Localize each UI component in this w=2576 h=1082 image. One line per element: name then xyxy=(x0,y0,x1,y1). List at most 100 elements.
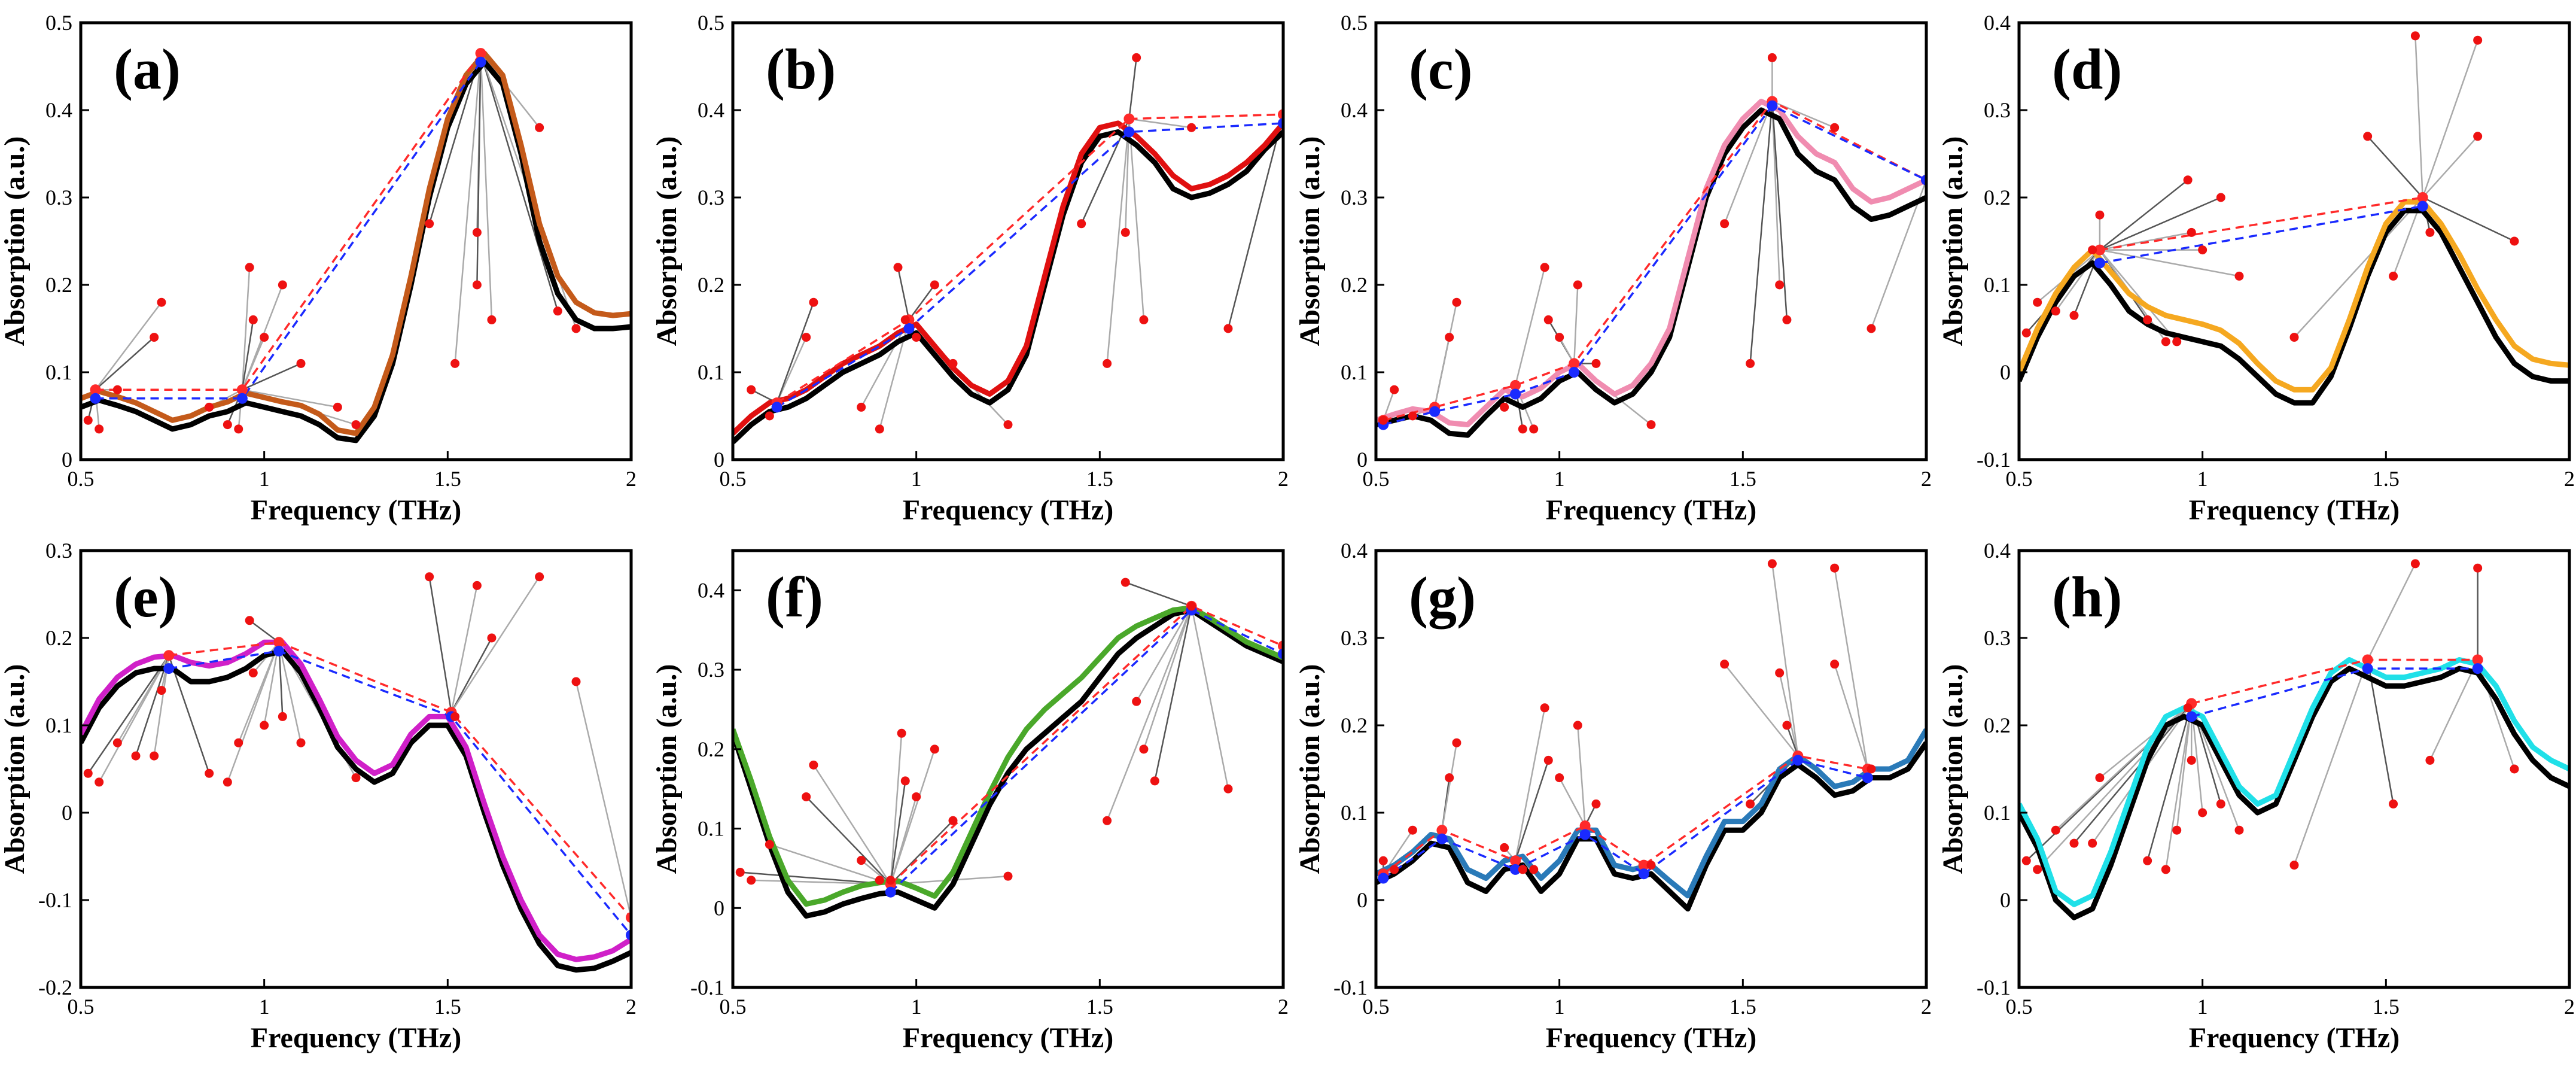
panel-g-connector-line xyxy=(1786,725,1799,756)
panel-g-connector-line xyxy=(1779,673,1799,756)
panel-g-scatter-point xyxy=(1746,799,1755,809)
panel-b-connector-line xyxy=(897,267,910,320)
panel-a-scatter-point xyxy=(425,219,434,229)
panel-h-scatter-point xyxy=(2183,703,2193,713)
panel-d-scatter-point xyxy=(2143,315,2152,324)
panel-f-connector-line xyxy=(805,796,891,885)
panel-e-blue-node xyxy=(163,663,175,674)
panel-e-x-tick-label: 2 xyxy=(626,995,637,1019)
panel-f-scatter-point xyxy=(1003,871,1013,881)
panel-g-blue-node xyxy=(1862,772,1873,783)
panel-h-label: (h) xyxy=(2052,565,2122,629)
panel-e-scatter-point xyxy=(95,777,104,787)
panel-d-scatter-point xyxy=(2172,337,2182,347)
panel-g-connector-line xyxy=(1514,707,1546,861)
panel-g-scatter-point xyxy=(1591,799,1601,809)
panel-g-blue-node xyxy=(1510,864,1521,875)
panel-b-scatter-point xyxy=(1223,324,1233,333)
panel-a-blue-node xyxy=(90,393,101,404)
panel-a-scatter-point xyxy=(112,385,122,394)
panel-d-scatter-point xyxy=(2021,328,2031,338)
panel-a-scatter-point xyxy=(223,420,232,430)
panel-g-scatter-point xyxy=(1445,773,1454,783)
panel-d-connector-line xyxy=(2099,249,2178,342)
panel-c-target-curve xyxy=(1376,107,1926,438)
panel-b-x-tick-label: 1 xyxy=(911,467,922,491)
panel-b-data xyxy=(733,53,1283,445)
panel-d-y-tick-label: 0.1 xyxy=(1984,273,2011,297)
panel-a-scatter-point xyxy=(278,280,287,290)
panel-a-blue-node xyxy=(236,393,248,404)
panel-d-scatter-point xyxy=(2289,333,2299,342)
panel-a-x-tick-label: 0.5 xyxy=(68,467,95,491)
panel-e-connector-line xyxy=(87,655,170,774)
panel-e-connector-line xyxy=(249,619,279,643)
panel-b-blue-node xyxy=(1123,126,1135,138)
panel-a-red-node xyxy=(236,384,248,396)
panel-e-y-tick-label: 0.3 xyxy=(45,539,72,563)
panel-c-red-dashed-line xyxy=(1383,100,1926,421)
panel-g-connector-line xyxy=(1834,567,1869,770)
panel-b-scatter-point xyxy=(765,411,774,421)
panel-g-y-tick-label: 0.2 xyxy=(1341,713,1368,737)
panel-b-scatter-point xyxy=(1139,315,1149,324)
panel-h-scatter-point xyxy=(2187,755,2196,765)
panel-b-red-node xyxy=(1123,113,1135,124)
panel-d-x-tick-label: 2 xyxy=(2564,467,2575,491)
panel-f-scatter-point xyxy=(1187,601,1196,611)
panel-b-y-tick-label: 0.3 xyxy=(698,186,724,209)
panel-e-connector-line xyxy=(168,655,210,774)
panel-e-scatter-point xyxy=(472,580,482,590)
panel-c: 0.5 1 1.5 2 0 0.1 0.2 0.3 0.4 0.5 Frequency (THz) A… xyxy=(1294,11,1932,526)
panel-c-x-tick-label: 1 xyxy=(1554,467,1565,491)
panel-g-scatter-point xyxy=(1782,721,1792,730)
panel-g-x-axis-title: Frequency (THz) xyxy=(1546,1022,1756,1054)
panel-a-y-tick-label: 0.4 xyxy=(45,98,72,122)
panel-e-connector-line xyxy=(450,637,493,713)
panel-f-y-tick-label: 0.3 xyxy=(698,658,724,682)
panel-d-scatter-point xyxy=(2198,245,2207,255)
panel-c-red-node xyxy=(1569,358,1580,369)
panel-a-scatter-point xyxy=(205,402,214,412)
panel-c-y-tick-label: 0.2 xyxy=(1341,273,1368,297)
panel-h-blue-node xyxy=(2472,663,2483,674)
panel-e-connector-line xyxy=(450,576,540,713)
panel-f-label: (f) xyxy=(766,565,823,629)
panel-f-x-tick-label: 1 xyxy=(911,995,922,1019)
panel-e-y-tick-label: 0.2 xyxy=(45,626,72,650)
panel-g-connector-line xyxy=(1724,664,1799,756)
panel-b-frame xyxy=(731,21,1285,461)
panel-a-scatter-point xyxy=(234,424,243,434)
panel-f-scatter-point xyxy=(948,816,958,825)
panel-f-y-tick-label: 0.1 xyxy=(698,817,724,841)
panel-c-scatter-point xyxy=(1555,333,1564,342)
panel-h-scatter-point xyxy=(2143,856,2152,865)
panel-e-connector-line xyxy=(135,655,170,756)
panel-f-connector-line xyxy=(1135,606,1192,702)
panel-d-scatter-point xyxy=(2183,175,2193,185)
panel-g-blue-node xyxy=(1436,833,1448,844)
panel-b-connector-line xyxy=(1106,118,1130,364)
panel-g-scatter-point xyxy=(1378,856,1388,865)
panel-c-connector-line xyxy=(1724,101,1773,224)
panel-a-connector-line xyxy=(95,302,162,390)
panel-a-y-tick-label: 0.5 xyxy=(45,11,72,35)
panel-f-red-dashed-line xyxy=(890,604,1283,885)
panel-d-red-node xyxy=(2417,192,2428,203)
panel-g-scatter-point xyxy=(1518,865,1527,874)
panel-b-red-dashed-line xyxy=(776,113,1283,404)
panel-h-y-tick-label: 0.3 xyxy=(1984,626,2011,650)
panel-d-scatter-point xyxy=(2410,31,2420,41)
panel-h-connector-line xyxy=(2367,659,2394,804)
panel-g-scatter-point xyxy=(1555,773,1564,783)
panel-a-scatter-point xyxy=(245,263,254,272)
panel-d-scatter-point xyxy=(2425,227,2435,237)
panel-c-blue-node xyxy=(1767,100,1778,111)
panel-c-scatter-point xyxy=(1543,315,1553,324)
panel-c-scatter-point xyxy=(1830,123,1840,132)
panel-h-connector-line xyxy=(2293,659,2368,866)
panel-f-y-tick-label: -0.1 xyxy=(690,975,724,999)
panel-b-x-tick-label: 2 xyxy=(1278,467,1289,491)
panel-f-scatter-point xyxy=(857,856,866,865)
panel-d-connector-line xyxy=(2099,196,2221,251)
